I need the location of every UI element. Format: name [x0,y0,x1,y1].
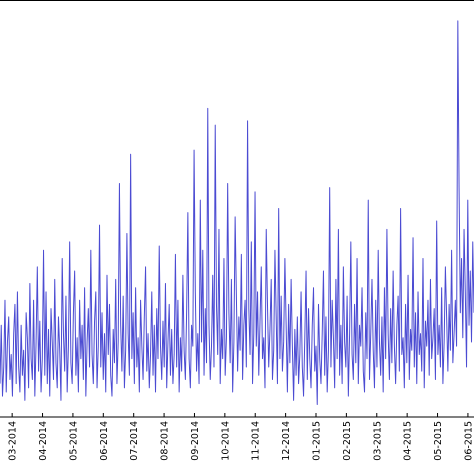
series-layer [0,20,474,405]
x-tick-label: 04-2015 [403,421,414,461]
x-tick-label: 06-2014 [99,421,110,461]
series-line-0 [0,20,474,405]
x-tick-label: 06-2015 [463,421,474,461]
x-tick-label: 01-2015 [312,421,323,461]
x-tick-label: 05-2015 [433,421,444,461]
x-tick-label: 07-2014 [129,421,140,461]
x-tick-label: 03-2015 [372,421,383,461]
plot-frame [0,0,474,418]
x-tick-label: 09-2014 [190,421,201,461]
x-tick-label: 05-2014 [68,421,79,461]
x-tick-label: 03-2014 [8,421,19,461]
x-tick-label: 04-2014 [38,421,49,461]
x-tick-label: 08-2014 [160,421,171,461]
x-tick-label: 11-2014 [251,421,262,461]
x-tick-label: 12-2014 [281,421,292,461]
x-axis-ticks: 03-2014 04-2014 05-2014 06-2014 07-2014 08-20… [8,413,474,461]
x-tick-label: 10-2014 [220,421,231,461]
x-tick-label: 02-2015 [342,421,353,461]
